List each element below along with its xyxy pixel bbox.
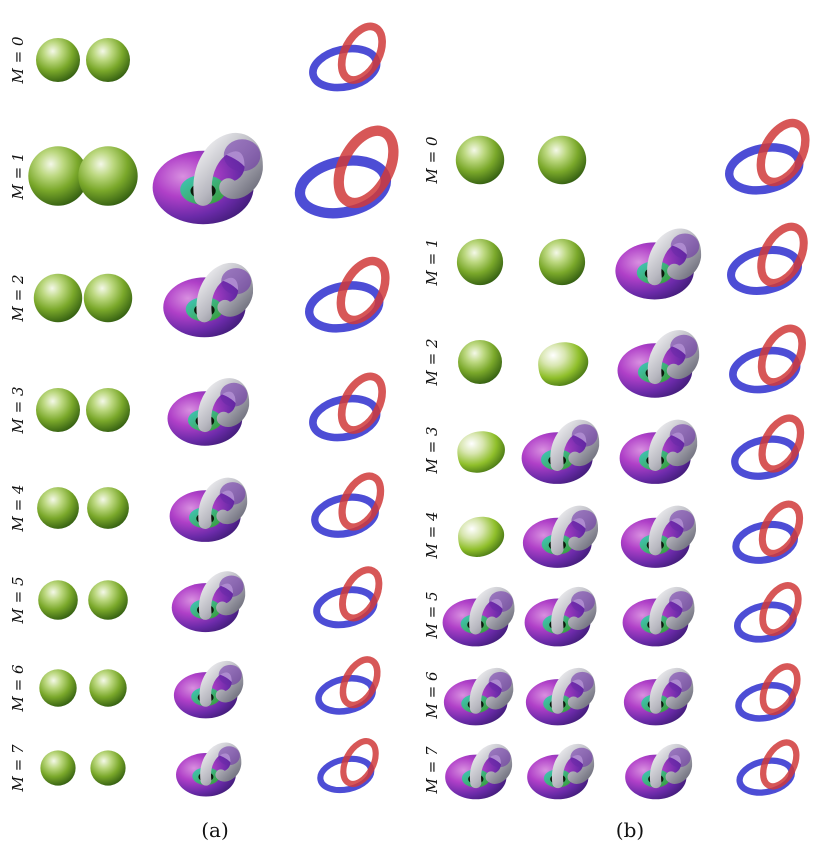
bulged-sphere-icon (538, 342, 589, 386)
row-label: M = 5 (423, 591, 441, 639)
linked-torus-icon (176, 742, 242, 797)
hopf-link-icon (731, 414, 805, 480)
hopf-link-icon (734, 582, 802, 643)
row-label: M = 3 (423, 426, 441, 474)
hopf-link-icon (313, 566, 383, 629)
row-label: M = 0 (9, 36, 27, 84)
linked-torus-icon (443, 667, 514, 726)
hopf-link-icon (729, 324, 806, 394)
linked-torus-icon (152, 133, 263, 225)
hopf-link-icon (315, 656, 381, 715)
linked-torus-icon (623, 667, 694, 726)
bulged-sphere-icon (458, 516, 505, 558)
row-label: M = 0 (423, 136, 441, 184)
linked-torus-icon (442, 587, 515, 647)
linked-torus-icon (171, 571, 246, 633)
linked-torus-icon (167, 378, 250, 446)
hopf-link-icon (311, 472, 385, 538)
hopf-link-icon (735, 663, 801, 722)
sphere-icon (538, 238, 586, 286)
sphere-icon (458, 340, 502, 384)
row-label: M = 7 (423, 746, 441, 794)
row-label: M = 4 (423, 511, 441, 559)
row-label: M = 3 (9, 386, 27, 434)
row-label: M = 4 (9, 484, 27, 532)
sphere-icon (87, 487, 129, 529)
linked-torus-icon (619, 419, 698, 484)
linked-torus-icon (522, 505, 598, 568)
row-label: M = 7 (9, 744, 27, 792)
sphere-icon (456, 238, 504, 286)
linked-torus-icon (527, 743, 595, 800)
sphere-icon (28, 146, 88, 206)
hopf-link-icon (736, 739, 800, 796)
linked-torus-icon (173, 660, 244, 719)
linked-torus-icon (169, 477, 248, 542)
hopf-link-icon (317, 738, 379, 794)
hopf-link-icon (309, 372, 386, 442)
sphere-icon (86, 388, 130, 432)
sphere-icon (38, 580, 78, 620)
panel-caption: (b) (615, 818, 645, 842)
sphere-icon (40, 750, 76, 786)
hopf-link-icon (732, 500, 804, 564)
linked-torus-icon (524, 587, 597, 647)
sphere-icon (78, 146, 138, 206)
linked-torus-icon (625, 743, 693, 800)
sphere-icon (455, 135, 505, 185)
sphere-icon (33, 273, 83, 323)
linked-torus-icon (163, 263, 254, 338)
hopf-link-icon (294, 125, 399, 219)
panel-caption: (a) (201, 818, 229, 842)
row-label: M = 2 (423, 338, 441, 386)
linked-torus-icon (445, 743, 513, 800)
hopf-link-icon (305, 256, 390, 333)
linked-torus-icon (615, 228, 702, 300)
linked-torus-icon (617, 330, 700, 398)
row-label: M = 2 (9, 274, 27, 322)
bulged-sphere-icon (457, 431, 505, 473)
sphere-icon (36, 388, 80, 432)
linked-torus-icon (620, 505, 696, 568)
row-label: M = 1 (423, 238, 441, 286)
sphere-icon (89, 669, 127, 707)
sphere-icon (86, 38, 130, 82)
sphere-icon (37, 487, 79, 529)
hopf-link-icon (725, 118, 810, 195)
linked-torus-icon (622, 587, 695, 647)
row-label: M = 1 (9, 152, 27, 200)
sphere-icon (90, 750, 126, 786)
row-label: M = 6 (9, 664, 27, 712)
linked-torus-icon (525, 667, 596, 726)
sphere-icon (537, 135, 587, 185)
sphere-icon (83, 273, 133, 323)
hopf-link-icon (727, 222, 808, 295)
linked-torus-icon (521, 419, 600, 484)
sphere-icon (36, 38, 80, 82)
row-label: M = 6 (423, 671, 441, 719)
row-label: M = 5 (9, 576, 27, 624)
hopf-link-icon (309, 22, 386, 92)
sphere-icon (39, 669, 77, 707)
sphere-icon (88, 580, 128, 620)
